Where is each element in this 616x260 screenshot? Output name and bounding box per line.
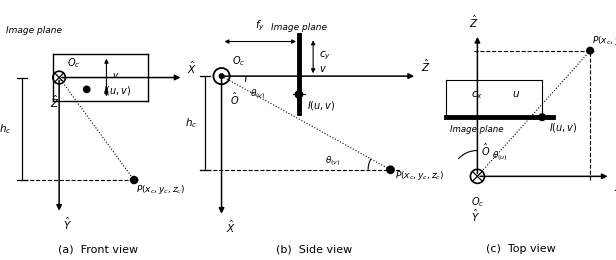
Text: $O_c$: $O_c$ xyxy=(232,54,245,68)
Text: (c)  Top view: (c) Top view xyxy=(485,244,556,254)
Text: $\hat{Z}$: $\hat{Z}$ xyxy=(51,93,60,110)
Text: $P(x_c, y_c, z_c)$: $P(x_c, y_c, z_c)$ xyxy=(395,169,444,182)
Text: $\theta_{(u)}$: $\theta_{(u)}$ xyxy=(492,150,508,163)
Circle shape xyxy=(84,86,90,93)
Text: $c_y$: $c_y$ xyxy=(319,50,331,62)
Text: Image plane: Image plane xyxy=(6,26,62,35)
Text: $O_c$: $O_c$ xyxy=(471,195,484,209)
Circle shape xyxy=(295,91,302,98)
Circle shape xyxy=(387,166,394,173)
Text: $\hat{Y}$: $\hat{Y}$ xyxy=(63,216,72,232)
Text: $\hat{Z}$: $\hat{Z}$ xyxy=(469,14,479,30)
Text: $O_c$: $O_c$ xyxy=(67,56,80,70)
Text: $\theta_{(v)}$: $\theta_{(v)}$ xyxy=(250,87,265,101)
Text: Image plane: Image plane xyxy=(450,125,503,134)
Text: (b)  Side view: (b) Side view xyxy=(276,244,352,254)
Text: (a)  Front view: (a) Front view xyxy=(59,244,139,254)
Text: $\theta_{(v)}$: $\theta_{(v)}$ xyxy=(325,154,341,168)
Text: $\hat{Z}$: $\hat{Z}$ xyxy=(421,58,431,74)
Text: $P(x_c, y_c, z_c)$: $P(x_c, y_c, z_c)$ xyxy=(592,34,616,47)
Text: $I(u, v)$: $I(u, v)$ xyxy=(549,121,578,134)
Text: $\hat{X}$: $\hat{X}$ xyxy=(187,59,197,76)
Text: $I(u, v)$: $I(u, v)$ xyxy=(307,99,336,112)
Text: $f_y$: $f_y$ xyxy=(255,19,265,33)
Text: $v$: $v$ xyxy=(112,71,120,80)
Text: Image plane: Image plane xyxy=(271,23,327,32)
Text: $u$: $u$ xyxy=(512,89,521,99)
Text: $h_c$: $h_c$ xyxy=(185,116,197,130)
Circle shape xyxy=(131,177,137,184)
Circle shape xyxy=(587,47,593,54)
Text: $P(x_c, y_c, z_c)$: $P(x_c, y_c, z_c)$ xyxy=(136,183,185,196)
Text: $c_x$: $c_x$ xyxy=(471,89,484,101)
Text: $h_c$: $h_c$ xyxy=(0,122,12,136)
Text: $\hat{Y}$: $\hat{Y}$ xyxy=(471,208,480,224)
Circle shape xyxy=(539,114,545,121)
Text: $\hat{X}$: $\hat{X}$ xyxy=(225,219,235,235)
Text: $v$: $v$ xyxy=(319,64,327,74)
Circle shape xyxy=(219,74,224,78)
Text: $\hat{O}$: $\hat{O}$ xyxy=(481,142,490,158)
Text: $\hat{O}$: $\hat{O}$ xyxy=(230,90,239,107)
Text: $I(u, v)$: $I(u, v)$ xyxy=(102,84,131,97)
Text: $\hat{X}$: $\hat{X}$ xyxy=(614,178,616,194)
